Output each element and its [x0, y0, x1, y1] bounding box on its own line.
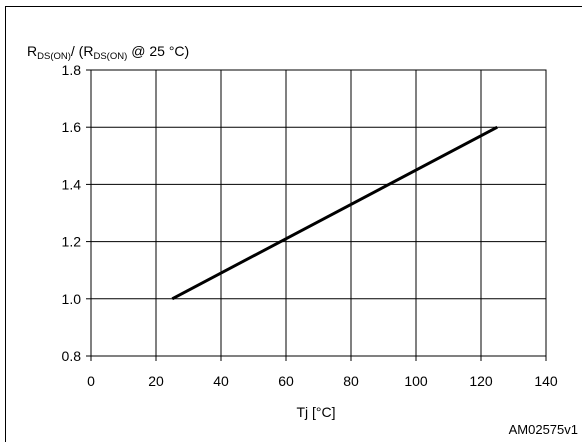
y-tick-label: 1.2 — [62, 234, 82, 250]
x-tick-label: 140 — [534, 373, 558, 389]
y-tick-label: 0.8 — [62, 348, 82, 364]
x-tick-label: 40 — [213, 373, 229, 389]
y-tick-label: 1.6 — [62, 119, 82, 135]
x-axis: 0 20 40 60 80 100 120 140 — [87, 356, 558, 389]
x-tick-label: 120 — [469, 373, 493, 389]
plot-area — [90, 69, 547, 357]
y-tick-label: 1.8 — [62, 62, 82, 78]
x-axis-label: Tj [°C] — [296, 404, 335, 420]
grid — [90, 69, 547, 357]
figure-frame — [5, 6, 582, 442]
plot-border — [90, 69, 547, 357]
x-tick-label: 20 — [148, 373, 164, 389]
x-tick-label: 100 — [404, 373, 428, 389]
figure-code: AM02575v1 — [509, 422, 578, 437]
y-axis-label: RDS(ON)/ (RDS(ON) @ 25 °C) — [27, 43, 189, 62]
x-tick-label: 80 — [343, 373, 359, 389]
series-line — [171, 125, 498, 301]
series — [171, 125, 498, 301]
x-tick-label: 0 — [87, 373, 95, 389]
y-axis: 0.8 1.0 1.2 1.4 1.6 1.8 — [62, 62, 91, 364]
x-tick-label: 60 — [278, 373, 294, 389]
y-tick-label: 1.4 — [62, 176, 82, 192]
y-tick-label: 1.0 — [62, 291, 82, 307]
